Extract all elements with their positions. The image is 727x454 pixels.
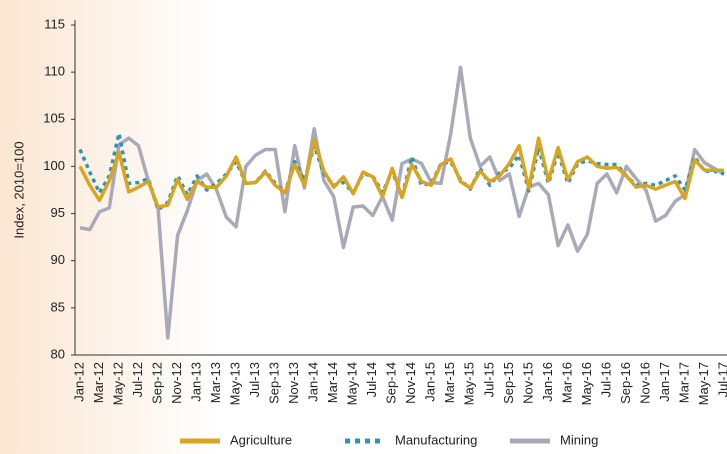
x-tick-label: Jan-17 xyxy=(657,362,672,402)
series-line xyxy=(79,65,725,340)
x-tick-label: May-17 xyxy=(696,362,711,405)
y-tick-label: 80 xyxy=(51,346,65,361)
y-tick-label: 85 xyxy=(51,299,65,314)
x-tick-label: Jul-12 xyxy=(130,362,145,397)
series-line xyxy=(78,136,724,209)
x-tick-label: Nov-15 xyxy=(520,362,535,404)
x-tick-label: Sep-16 xyxy=(618,362,633,404)
x-tick-label: Nov-14 xyxy=(403,362,418,404)
y-tick-label: 110 xyxy=(44,64,65,79)
x-tick-label: Sep-15 xyxy=(501,362,516,404)
x-tick-label: Sep-12 xyxy=(149,362,164,404)
x-tick-label: Mar-12 xyxy=(91,362,106,403)
x-tick-label: May-13 xyxy=(228,362,243,405)
x-tick-label: Jul-13 xyxy=(247,362,262,397)
x-tick-label: Sep-13 xyxy=(267,362,282,404)
x-tick-label: Mar-15 xyxy=(442,362,457,403)
x-tick-label: Nov-13 xyxy=(286,362,301,404)
legend-label: Manufacturing xyxy=(395,432,477,447)
x-tick-label: Jan-12 xyxy=(71,362,86,402)
y-tick-label: 90 xyxy=(51,252,65,267)
x-tick-label: Mar-17 xyxy=(676,362,691,403)
x-tick-label: Jan-13 xyxy=(189,362,204,402)
x-tick-label: Jul-15 xyxy=(481,362,496,397)
x-tick-label: Nov-12 xyxy=(169,362,184,404)
x-tick-label: Jan-15 xyxy=(423,362,438,402)
y-tick-label: 100 xyxy=(43,158,65,173)
x-tick-label: Mar-16 xyxy=(559,362,574,403)
y-tick-label: 115 xyxy=(44,16,65,31)
x-tick-label: Mar-13 xyxy=(208,362,223,403)
x-tick-label: Nov-16 xyxy=(637,362,652,404)
x-tick-label: May-12 xyxy=(110,362,125,405)
y-tick-label: 95 xyxy=(51,205,65,220)
x-tick-label: Jan-16 xyxy=(540,362,555,402)
legend-label: Agriculture xyxy=(230,432,292,447)
legend-label: Mining xyxy=(560,432,598,447)
x-tick-label: May-15 xyxy=(462,362,477,405)
y-tick-label: 105 xyxy=(43,111,65,126)
x-tick-label: May-16 xyxy=(579,362,594,405)
x-tick-label: Sep-14 xyxy=(384,362,399,404)
y-axis-label: Index, 2010=100 xyxy=(11,141,26,238)
x-tick-label: Mar-14 xyxy=(325,362,340,403)
x-tick-label: Jul-17 xyxy=(715,362,727,397)
x-tick-label: Jul-16 xyxy=(598,362,613,397)
x-tick-label: May-14 xyxy=(345,362,360,405)
x-tick-label: Jan-14 xyxy=(306,362,321,402)
x-tick-label: Jul-14 xyxy=(364,362,379,397)
